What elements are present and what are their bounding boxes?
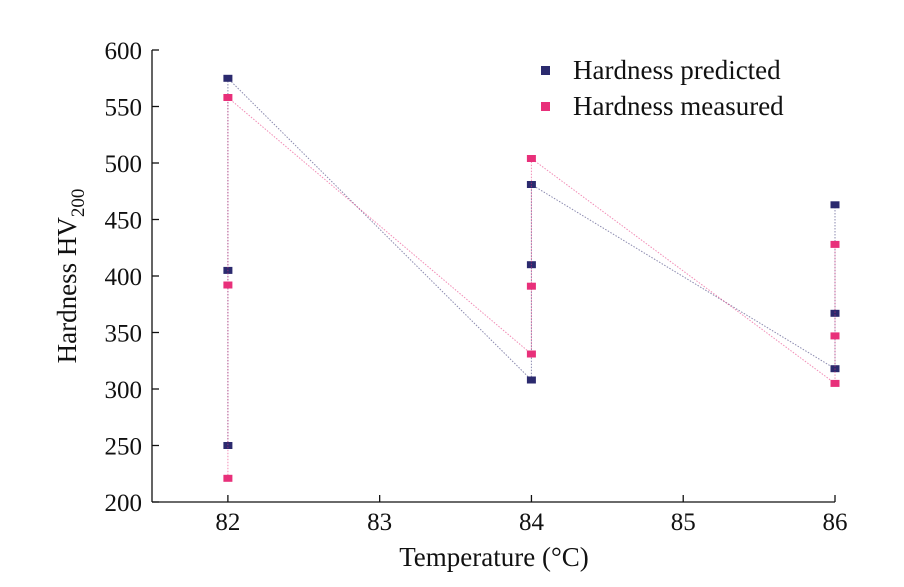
series-line-measured	[227, 96, 836, 479]
x-tick-label-85: 85	[671, 509, 696, 536]
y-tick-label-400: 400	[105, 264, 143, 291]
x-tick-label-84: 84	[519, 509, 545, 536]
point-measured-2	[223, 94, 233, 101]
y-axis-label-main: Hardness HV	[52, 217, 82, 364]
ticks: 82 83 84 85 86 200 250 300 350 400 450 500 550 600	[105, 38, 848, 536]
point-predicted-2	[223, 74, 233, 82]
y-tick-label-200: 200	[105, 490, 143, 517]
point-measured-5	[526, 155, 536, 162]
series-measured	[223, 94, 840, 482]
x-tick-label-86: 86	[823, 509, 848, 536]
y-tick-label-600: 600	[105, 38, 143, 65]
legend-label-predicted: Hardness predicted	[573, 55, 781, 85]
y-tick-label-500: 500	[105, 151, 143, 178]
point-measured-7	[830, 332, 840, 340]
y-tick-label-350: 350	[105, 321, 143, 348]
y-tick-label-300: 300	[105, 377, 143, 404]
point-measured-1	[223, 281, 233, 289]
point-measured-0	[223, 474, 233, 482]
point-measured-4	[526, 282, 536, 290]
x-tick-label-82: 82	[215, 509, 240, 536]
point-predicted-8	[830, 201, 840, 209]
x-tick-label-83: 83	[367, 509, 392, 536]
point-predicted-3	[526, 376, 536, 384]
point-predicted-7	[830, 309, 840, 317]
point-measured-8	[830, 240, 840, 248]
legend-marker-measured	[541, 102, 550, 111]
legend-marker-predicted	[541, 66, 550, 75]
y-tick-label-250: 250	[105, 434, 143, 461]
legend-label-measured: Hardness measured	[573, 91, 784, 121]
y-tick-label-450: 450	[105, 208, 143, 235]
series-layer	[223, 74, 840, 482]
point-predicted-5	[526, 181, 536, 188]
point-measured-6	[830, 379, 840, 387]
point-measured-3	[526, 350, 536, 358]
y-axis-label: Hardness HV200	[52, 189, 89, 364]
point-predicted-0	[223, 442, 233, 449]
legend: Hardness predicted Hardness measured	[541, 55, 784, 121]
y-axis-label-subscript: 200	[68, 189, 89, 218]
y-tick-label-550: 550	[105, 95, 143, 122]
x-axis-label: Temperature (°C)	[399, 542, 589, 572]
